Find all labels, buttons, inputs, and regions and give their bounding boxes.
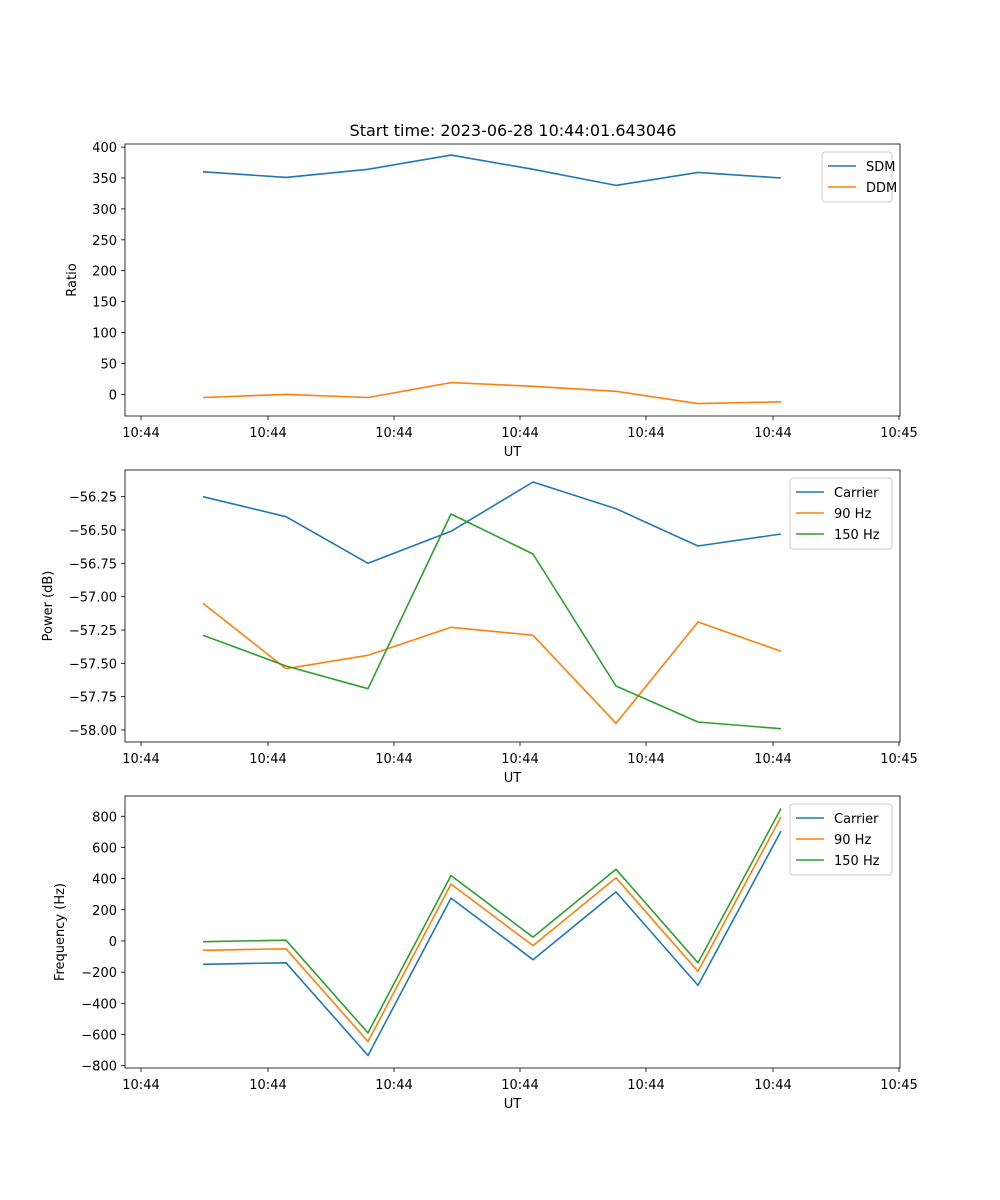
- series-line-90-hz: [202, 602, 782, 725]
- x-tick-label: 10:44: [375, 426, 412, 441]
- legend-label: SDM: [866, 160, 895, 175]
- y-tick-label: −57.75: [69, 691, 117, 706]
- x-tick-label: 10:44: [122, 752, 159, 767]
- legend: SDM DDM: [821, 151, 897, 203]
- x-tick-label: 10:44: [627, 752, 664, 767]
- chart-panel-2: −58.00 −57.75 −57.50 −57.25 −57.00 −56.75 −56.…: [41, 469, 918, 786]
- y-tick-label: −600: [81, 1028, 117, 1043]
- y-tick-label: 800: [92, 810, 117, 825]
- x-tick-label: 10:44: [249, 752, 286, 767]
- plot-frame: [124, 469, 901, 743]
- x-tick-label: 10:44: [501, 426, 538, 441]
- y-tick-label: 0: [109, 935, 117, 950]
- y-tick-label: 400: [92, 873, 117, 888]
- x-tick-label: 10:44: [249, 426, 286, 441]
- y-tick-label: −57.50: [69, 657, 117, 672]
- y-tick-label: −400: [81, 997, 117, 1012]
- series-line-150-hz: [202, 513, 782, 730]
- plot-frame: [124, 143, 901, 417]
- legend-box: [789, 477, 893, 550]
- legend-box: [789, 803, 893, 876]
- series-line-150-hz: [202, 808, 782, 1034]
- series-line-ddm: [202, 381, 782, 405]
- x-tick-label: 10:44: [375, 1078, 412, 1093]
- y-tick-label: 100: [92, 327, 117, 342]
- x-tick-label: 10:44: [754, 1078, 791, 1093]
- y-tick-label: 600: [92, 841, 117, 856]
- x-axis-label: UT: [504, 1097, 522, 1112]
- y-tick-label: −57.25: [69, 624, 117, 639]
- x-tick-label: 10:44: [501, 1078, 538, 1093]
- y-tick-label: 200: [92, 265, 117, 280]
- y-axis-label: Power (dB): [41, 571, 56, 642]
- y-tick-label: −800: [81, 1060, 117, 1075]
- legend-label: 150 Hz: [834, 528, 880, 543]
- series-line-carrier: [202, 830, 782, 1057]
- y-tick-label: 200: [92, 904, 117, 919]
- x-tick-label: 10:44: [249, 1078, 286, 1093]
- legend: Carrier 90 Hz 150 Hz: [789, 803, 893, 876]
- y-tick-label: −57.00: [69, 591, 117, 606]
- y-tick-label: 300: [92, 203, 117, 218]
- x-tick-label: 10:44: [754, 426, 791, 441]
- figure-title: Start time: 2023-06-28 10:44:01.643046: [350, 121, 677, 140]
- x-tick-label: 10:45: [880, 1078, 917, 1093]
- plot-frame: [124, 795, 901, 1069]
- y-tick-label: 250: [92, 234, 117, 249]
- legend-label: Carrier: [834, 812, 879, 827]
- y-tick-label: −58.00: [69, 724, 117, 739]
- x-tick-label: 10:44: [627, 1078, 664, 1093]
- chart-panel-1: 0 50 100 150 200 250 300 350 400 10:44 10:44 10:44 1…: [65, 141, 918, 460]
- x-axis-label: UT: [504, 445, 522, 460]
- x-tick-label: 10:44: [501, 752, 538, 767]
- y-axis-label: Frequency (Hz): [53, 883, 68, 981]
- y-tick-label: −56.75: [69, 557, 117, 572]
- series-line-carrier: [202, 481, 782, 565]
- x-tick-label: 10:44: [375, 752, 412, 767]
- legend-label: 90 Hz: [834, 507, 871, 522]
- legend-label: DDM: [866, 181, 897, 196]
- y-tick-label: 150: [92, 296, 117, 311]
- y-tick-label: −56.25: [69, 491, 117, 506]
- x-tick-label: 10:45: [880, 426, 917, 441]
- legend-label: 90 Hz: [834, 833, 871, 848]
- series-line-90-hz: [202, 816, 782, 1043]
- chart-panel-3: −800 −600 −400 −200 0 200 400 600 800 10:44 10:44 1…: [53, 795, 918, 1112]
- legend-label: 150 Hz: [834, 854, 880, 869]
- legend: Carrier 90 Hz 150 Hz: [789, 477, 893, 550]
- legend-box: [821, 151, 893, 203]
- y-tick-label: 0: [109, 388, 117, 403]
- y-axis-label: Ratio: [65, 263, 80, 296]
- x-tick-label: 10:44: [122, 426, 159, 441]
- y-tick-label: 350: [92, 172, 117, 187]
- series-line-sdm: [202, 154, 782, 187]
- legend-label: Carrier: [834, 486, 879, 501]
- y-tick-label: −56.50: [69, 524, 117, 539]
- y-tick-label: 400: [92, 141, 117, 156]
- x-tick-label: 10:44: [627, 426, 664, 441]
- x-tick-label: 10:44: [754, 752, 791, 767]
- x-tick-label: 10:44: [122, 1078, 159, 1093]
- x-axis-label: UT: [504, 771, 522, 786]
- y-tick-label: 50: [100, 357, 117, 372]
- y-tick-label: −200: [81, 966, 117, 981]
- x-tick-label: 10:45: [880, 752, 917, 767]
